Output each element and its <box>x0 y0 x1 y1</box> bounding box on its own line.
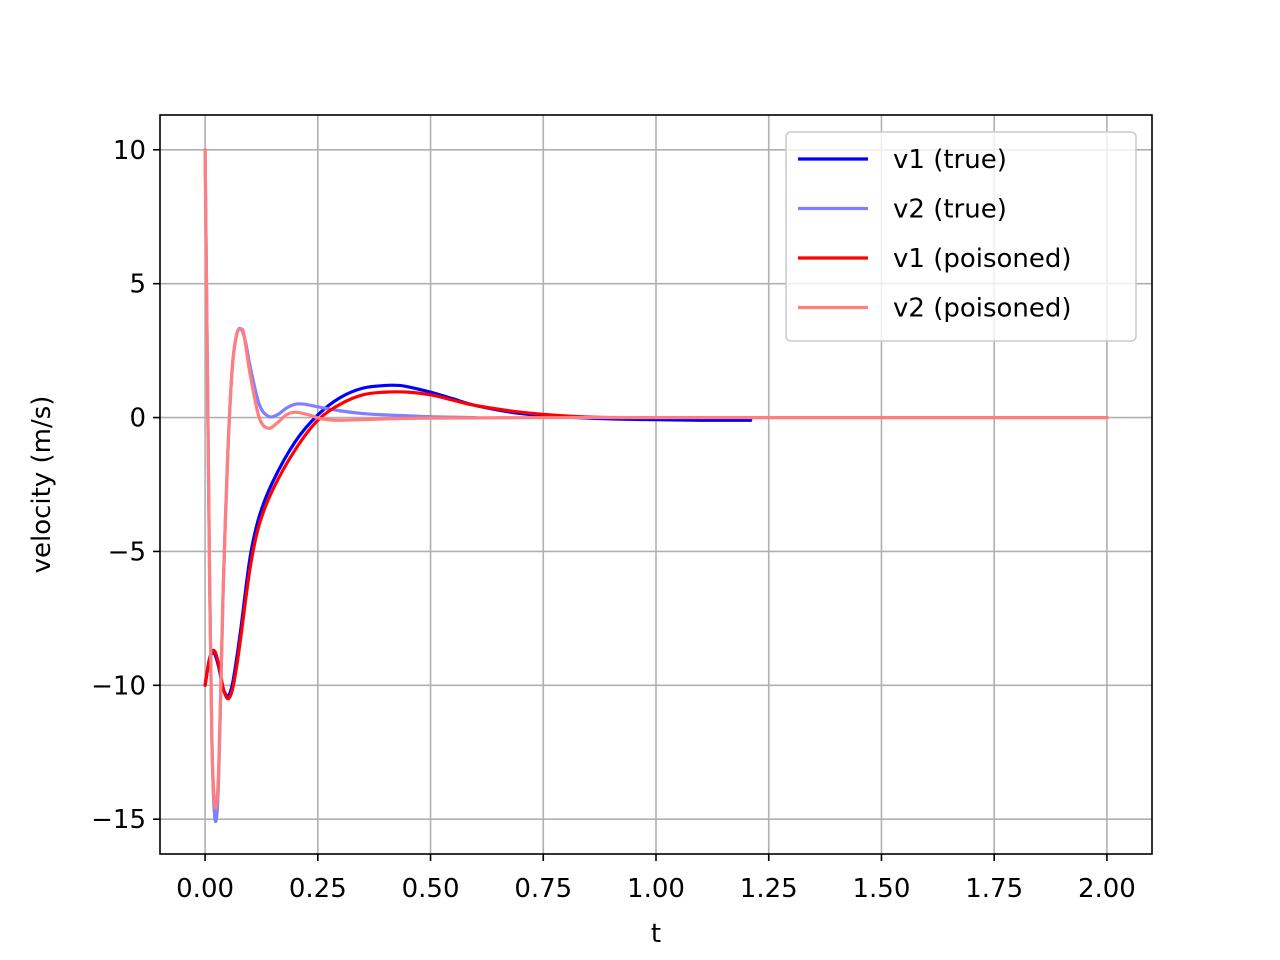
axis-ticks: 0.00 0.25 0.50 0.75 1.00 1.25 1.50 1.75 2.00 10 5 0… <box>91 136 1136 904</box>
legend-label: v1 (true) <box>893 145 1007 175</box>
y-axis-label: velocity (m/s) <box>27 396 57 574</box>
series-line-v2-poisoned <box>203 148 1109 810</box>
grid <box>160 115 1152 854</box>
y-tick-label: 5 <box>129 270 146 300</box>
x-tick-label: 0.00 <box>176 874 234 904</box>
legend-label: v2 (true) <box>893 195 1007 225</box>
x-tick-label: 1.75 <box>965 874 1023 904</box>
x-tick-label: 1.00 <box>627 874 685 904</box>
legend-label: v1 (poisoned) <box>893 244 1072 274</box>
x-tick-label: 1.50 <box>853 874 911 904</box>
y-tick-label: −15 <box>91 805 146 835</box>
legend: v1 (true) v2 (true) v1 (poisoned) v2 (poiso… <box>785 131 1137 342</box>
x-tick-label: 0.75 <box>514 874 572 904</box>
y-tick-label: 10 <box>113 136 146 166</box>
y-tick-label: −10 <box>91 671 146 701</box>
legend-label: v2 (poisoned) <box>893 294 1072 324</box>
legend-box <box>785 131 1137 342</box>
x-tick-label: 2.00 <box>1078 874 1136 904</box>
x-tick-label: 0.50 <box>402 874 460 904</box>
x-axis-label: t <box>651 919 661 949</box>
series-line-v1-true <box>203 383 753 698</box>
series-line-v2-true <box>203 148 478 824</box>
x-tick-label: 0.25 <box>289 874 347 904</box>
y-tick-label: 0 <box>129 404 146 434</box>
y-tick-label: −5 <box>108 537 146 567</box>
x-tick-label: 1.25 <box>740 874 798 904</box>
plot-lines <box>203 148 1109 824</box>
